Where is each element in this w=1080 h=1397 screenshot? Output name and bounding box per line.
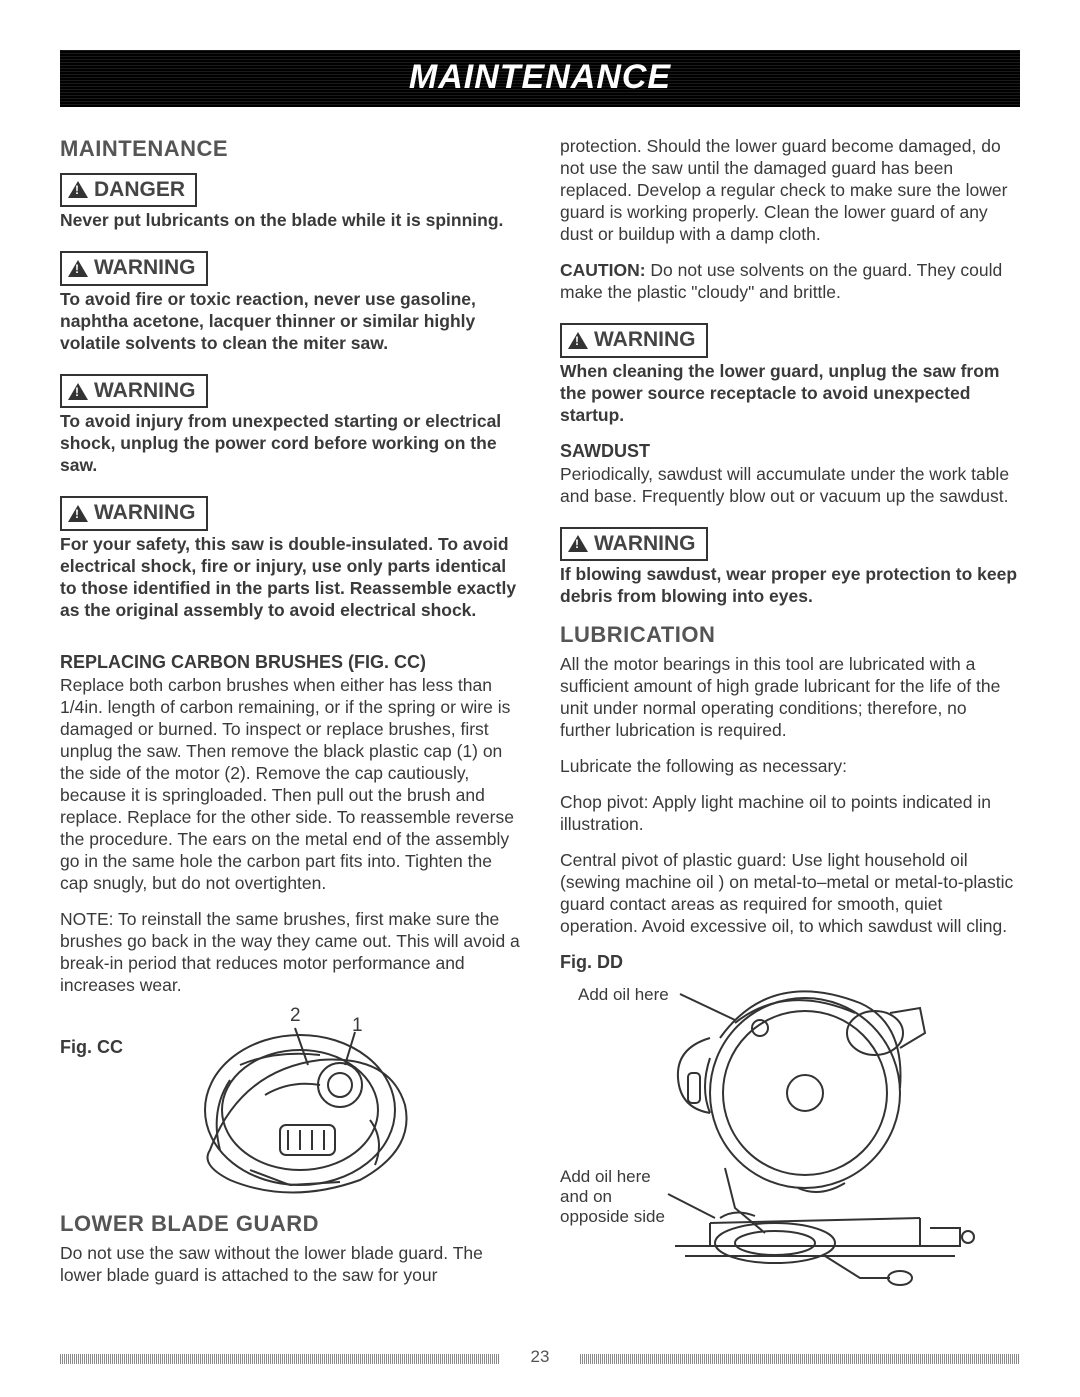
figure-cc-drawing [180, 1010, 440, 1200]
lubrication-p2: Lubricate the following as necessary: [560, 755, 1020, 777]
sawdust-paragraph: Periodically, sawdust will accumulate un… [560, 463, 1020, 507]
page-number: 23 [0, 1347, 1080, 1367]
figure-dd-callout-left3: opposide side [560, 1206, 665, 1227]
subheading-sawdust: SAWDUST [560, 440, 1020, 463]
figure-cc: 2 1 [180, 1010, 440, 1200]
warning-box-5: WARNING [560, 527, 708, 561]
figure-dd-callout-left2: and on [560, 1186, 612, 1207]
heading-lower-guard: LOWER BLADE GUARD [60, 1210, 520, 1238]
figure-cc-callout-2: 2 [290, 1004, 301, 1028]
warning-box-2: WARNING [60, 374, 208, 408]
figure-dd-callout-left1: Add oil here [560, 1166, 651, 1187]
warning-5-text: If blowing sawdust, wear proper eye prot… [560, 563, 1020, 607]
warning-1-text: To avoid fire or toxic reaction, never u… [60, 288, 520, 354]
warning-label: WARNING [594, 327, 696, 353]
danger-text: Never put lubricants on the blade while … [60, 209, 520, 231]
manual-page: MAINTENANCE MAINTENANCE DANGER Never put… [0, 0, 1080, 1328]
lower-guard-paragraph: Do not use the saw without the lower bla… [60, 1242, 520, 1286]
brushes-note: NOTE: To reinstall the same brushes, fir… [60, 908, 520, 996]
figure-cc-label: Fig. CC [60, 1036, 123, 1059]
warning-label: WARNING [94, 378, 196, 404]
figure-dd: Add oil here Add oil here and on opposid… [560, 978, 980, 1288]
warning-box-1: WARNING [60, 251, 208, 285]
warning-box-3: WARNING [60, 496, 208, 530]
alert-triangle-icon [568, 535, 588, 552]
heading-maintenance: MAINTENANCE [60, 135, 520, 163]
brushes-paragraph: Replace both carbon brushes when either … [60, 674, 520, 894]
two-column-layout: MAINTENANCE DANGER Never put lubricants … [60, 135, 1020, 1288]
page-banner: MAINTENANCE [60, 50, 1020, 107]
lubrication-p4: Central pivot of plastic guard: Use ligh… [560, 849, 1020, 937]
left-column: MAINTENANCE DANGER Never put lubricants … [60, 135, 520, 1288]
warning-4-text: When cleaning the lower guard, unplug th… [560, 360, 1020, 426]
alert-triangle-icon [68, 505, 88, 522]
warning-box-4: WARNING [560, 323, 708, 357]
lubrication-p1: All the motor bearings in this tool are … [560, 653, 1020, 741]
alert-triangle-icon [68, 260, 88, 277]
figure-dd-label: Fig. DD [560, 951, 1020, 974]
warning-label: WARNING [594, 531, 696, 557]
warning-2-text: To avoid injury from unexpected starting… [60, 410, 520, 476]
caution-label: CAUTION: [560, 260, 646, 280]
right-column: protection. Should the lower guard becom… [560, 135, 1020, 1288]
figure-dd-drawing [560, 978, 980, 1288]
danger-label: DANGER [94, 177, 185, 203]
warning-3-text: For your safety, this saw is double-insu… [60, 533, 520, 621]
heading-lubrication: LUBRICATION [560, 621, 1020, 649]
figure-cc-callout-1: 1 [352, 1014, 363, 1038]
figure-dd-callout-top: Add oil here [578, 984, 669, 1005]
lubrication-p3: Chop pivot: Apply light machine oil to p… [560, 791, 1020, 835]
alert-triangle-icon [568, 332, 588, 349]
warning-label: WARNING [94, 255, 196, 281]
alert-triangle-icon [68, 383, 88, 400]
alert-triangle-icon [68, 181, 88, 198]
guard-continuation: protection. Should the lower guard becom… [560, 135, 1020, 245]
danger-box: DANGER [60, 173, 197, 207]
warning-label: WARNING [94, 500, 196, 526]
caution-paragraph: CAUTION: Do not use solvents on the guar… [560, 259, 1020, 303]
subheading-brushes: REPLACING CARBON BRUSHES (FIG. CC) [60, 651, 520, 674]
